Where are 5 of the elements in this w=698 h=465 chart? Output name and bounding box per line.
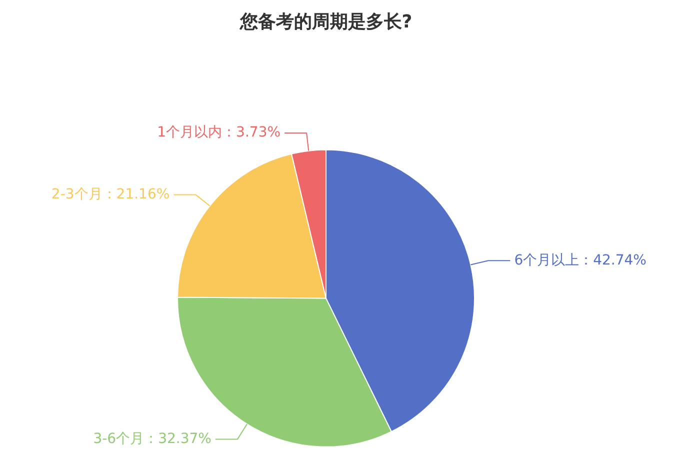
- slice-label: 6个月以上：42.74%: [514, 252, 646, 268]
- chart-title: 您备考的周期是多长?: [238, 11, 412, 32]
- slice-label: 2-3个月：21.16%: [51, 186, 170, 202]
- slice-label: 3-6个月：32.37%: [93, 430, 212, 447]
- slice-label: 1个月以内：3.73%: [157, 124, 281, 141]
